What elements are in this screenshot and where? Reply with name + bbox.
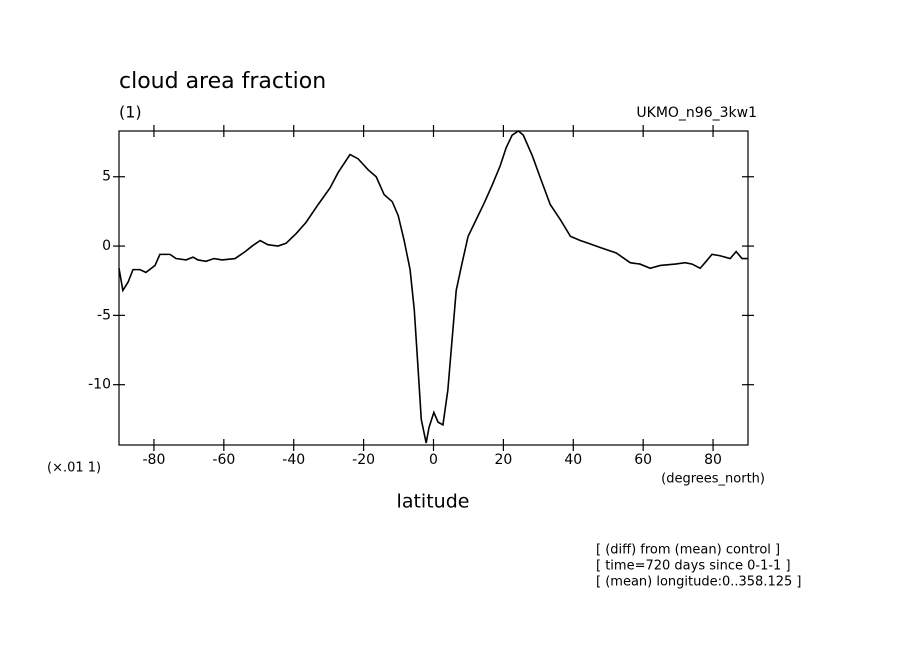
x-axis-label: latitude xyxy=(397,491,470,513)
annotation: [ (mean) longitude:0..358.125 ] xyxy=(596,575,801,590)
x-tick-label: 0 xyxy=(429,452,438,468)
subtitle: (1) xyxy=(119,103,142,122)
y-tick-label: 0 xyxy=(102,238,111,254)
x-tick-label: 80 xyxy=(704,452,722,468)
x-tick-label: 20 xyxy=(494,452,512,468)
y-tick-label: 5 xyxy=(102,169,111,185)
data-line xyxy=(118,130,748,444)
annotation: [ time=720 days since 0-1-1 ] xyxy=(596,559,791,574)
x-tick-label: -20 xyxy=(352,452,375,468)
y-scale-label: (×.01 1) xyxy=(47,461,101,476)
y-tick-label: -10 xyxy=(88,377,111,393)
x-tick-label: 60 xyxy=(634,452,652,468)
dataset-label: UKMO_n96_3kw1 xyxy=(636,105,757,121)
plot-frame xyxy=(118,130,749,446)
x-tick-label: -40 xyxy=(282,452,305,468)
x-unit-label: (degrees_north) xyxy=(661,472,765,487)
x-tick-label: -80 xyxy=(143,452,166,468)
x-tick-label: 40 xyxy=(564,452,582,468)
annotation: [ (diff) from (mean) control ] xyxy=(596,543,780,558)
chart-title: cloud area fraction xyxy=(119,69,326,94)
y-tick-label: -5 xyxy=(97,307,111,323)
x-tick-label: -60 xyxy=(212,452,235,468)
